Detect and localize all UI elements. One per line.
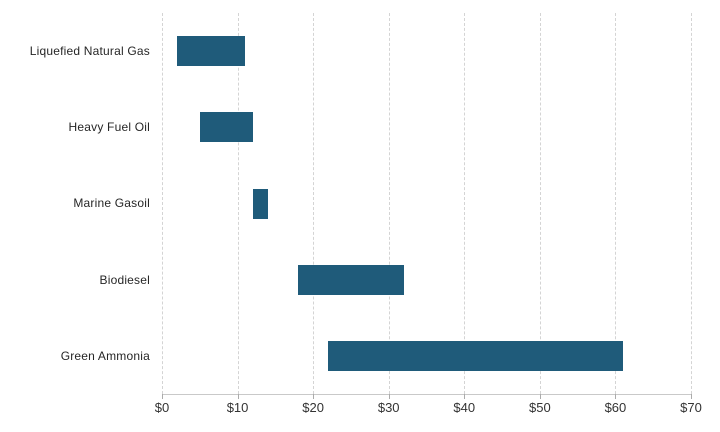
gridline: [162, 13, 163, 394]
x-tick-label: $40: [453, 400, 476, 415]
x-tick-mark: [313, 394, 315, 399]
category-label: Green Ammonia: [60, 348, 150, 363]
range-bar: [298, 264, 404, 295]
x-tick-mark: [539, 394, 541, 399]
x-tick-label: $10: [226, 400, 249, 415]
range-bar: [328, 340, 623, 371]
x-tick-label: $50: [528, 400, 551, 415]
x-tick-mark: [237, 394, 239, 399]
x-tick-label: $0: [154, 400, 170, 415]
x-tick-mark: [615, 394, 617, 399]
gridline: [615, 13, 617, 394]
range-bar: [177, 36, 246, 67]
gridline: [464, 13, 466, 394]
range-bar: [252, 188, 268, 219]
gridline: [313, 13, 315, 394]
gridline: [691, 13, 692, 394]
x-tick-label: $60: [604, 400, 627, 415]
gridline: [539, 13, 541, 394]
category-label: Liquefied Natural Gas: [29, 44, 150, 59]
category-label: Heavy Fuel Oil: [68, 120, 150, 135]
range-bar: [199, 112, 253, 143]
gridline: [237, 13, 239, 394]
x-tick-label: $30: [377, 400, 400, 415]
x-tick-label: $20: [302, 400, 324, 415]
x-axis-line: [162, 394, 692, 395]
y-axis-category-labels: Liquefied Natural Gas Heavy Fuel Oil Marin…: [0, 13, 150, 394]
x-tick-mark: [691, 394, 692, 399]
category-label: Marine Gasoil: [73, 196, 150, 211]
gridline: [388, 13, 390, 394]
x-tick-mark: [162, 394, 163, 399]
x-tick-mark: [464, 394, 466, 399]
category-label: Biodiesel: [99, 272, 150, 287]
x-tick-label: $70: [680, 400, 702, 415]
plot-area: [162, 13, 692, 394]
x-tick-mark: [388, 394, 390, 399]
